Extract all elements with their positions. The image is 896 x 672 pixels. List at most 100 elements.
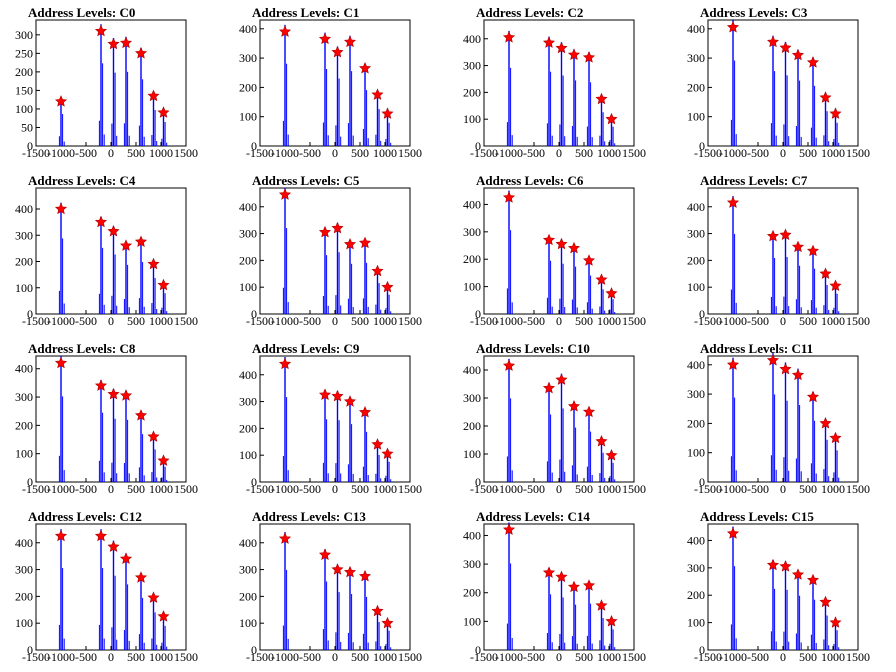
peak-marker	[555, 237, 568, 250]
histogram-panel-6: Address Levels: C6 0 100 200 300 400 -1500-100…	[463, 173, 646, 328]
peak-marker	[318, 32, 332, 45]
peak-marker	[555, 570, 568, 583]
y-tick-label: 0	[475, 307, 481, 321]
panel-title: Address Levels: C6	[476, 173, 584, 188]
x-tick-label: -1500	[246, 650, 274, 664]
y-tick-label: 0	[251, 307, 257, 321]
x-tick-label: -500	[747, 482, 769, 496]
y-tick-label: 400	[239, 368, 257, 382]
peak-marker	[542, 233, 556, 246]
peak-marker	[331, 221, 344, 234]
peak-marker	[358, 569, 372, 582]
x-tick-label: 1000	[149, 650, 173, 664]
y-tick-label: 0	[699, 475, 705, 489]
x-tick-label: -1000	[495, 146, 523, 160]
x-tick-label: -1500	[246, 314, 274, 328]
x-tick-label: 1000	[373, 314, 397, 328]
x-tick-label: 0	[556, 146, 562, 160]
x-tick-label: 0	[108, 146, 114, 160]
peak-marker	[595, 273, 608, 285]
peak-marker	[791, 240, 805, 253]
y-tick-label: 0	[27, 307, 33, 321]
x-tick-label: 1000	[597, 482, 621, 496]
histogram-panel-3: Address Levels: C3 0 100 200 300 400 -1500-100…	[687, 5, 870, 160]
x-tick-label: 0	[556, 482, 562, 496]
x-tick-label: 1000	[821, 146, 845, 160]
y-tick-label: 0	[475, 139, 481, 153]
x-tick-label: 500	[351, 650, 369, 664]
y-tick-label: 0	[27, 475, 33, 489]
y-tick-label: 100	[687, 446, 705, 460]
x-tick-label: 1500	[846, 650, 870, 664]
y-tick-label: 200	[463, 586, 481, 600]
peak-marker	[343, 395, 357, 407]
peak-marker	[157, 610, 170, 622]
x-tick-label: 1000	[821, 650, 845, 664]
peak-marker	[766, 558, 780, 571]
peak-marker	[358, 62, 372, 74]
y-tick-label: 300	[15, 563, 33, 577]
peak-marker	[343, 237, 357, 250]
peak-marker	[381, 107, 394, 119]
histogram-panel-15: Address Levels: C15 0 100 200 300 400 -1500-10…	[687, 509, 870, 664]
x-tick-label: 1000	[373, 482, 397, 496]
peak-marker	[829, 279, 842, 291]
y-tick-label: 250	[15, 46, 33, 60]
x-tick-label: -1000	[719, 146, 747, 160]
peak-marker	[119, 239, 133, 251]
peak-marker	[542, 566, 556, 578]
x-tick-label: -1500	[694, 314, 722, 328]
x-tick-label: 1500	[174, 314, 198, 328]
peak-marker	[567, 580, 581, 593]
peak-marker	[595, 435, 608, 447]
x-tick-label: 1500	[398, 482, 422, 496]
y-tick-label: 400	[463, 32, 481, 46]
peak-marker	[343, 35, 357, 48]
peak-marker	[567, 400, 581, 412]
peak-marker	[829, 616, 842, 628]
peak-marker	[107, 37, 120, 50]
y-tick-label: 400	[15, 536, 33, 550]
panel-title: Address Levels: C14	[476, 509, 590, 524]
y-tick-label: 0	[251, 643, 257, 657]
x-tick-label: 500	[575, 314, 593, 328]
peak-marker	[829, 107, 842, 119]
histogram-panel-9: Address Levels: C9 0 100 200 300 400 -1500-100…	[239, 341, 422, 496]
peak-marker	[134, 571, 148, 583]
x-tick-label: -1500	[694, 146, 722, 160]
x-tick-label: 500	[799, 146, 817, 160]
peak-marker	[134, 409, 148, 421]
x-tick-label: -500	[747, 146, 769, 160]
y-tick-label: 100	[463, 280, 481, 294]
x-tick-label: 0	[108, 482, 114, 496]
y-tick-label: 200	[463, 85, 481, 99]
x-tick-label: -500	[299, 650, 321, 664]
x-tick-label: -1000	[271, 314, 299, 328]
y-tick-label: 100	[463, 614, 481, 628]
x-tick-label: 1000	[373, 146, 397, 160]
y-tick-label: 100	[687, 110, 705, 124]
peak-marker	[371, 88, 384, 100]
y-tick-label: 50	[21, 120, 33, 134]
y-tick-label: 100	[463, 112, 481, 126]
x-tick-label: -500	[523, 146, 545, 160]
y-tick-label: 200	[687, 80, 705, 94]
histogram-panel-7: Address Levels: C7 0 100 200 300 400 -1500-100…	[687, 173, 870, 328]
peak-marker	[278, 532, 292, 544]
peak-marker	[94, 24, 108, 37]
x-tick-label: 0	[332, 146, 338, 160]
x-tick-label: -1500	[22, 482, 50, 496]
peak-marker	[358, 236, 372, 249]
peak-marker	[567, 48, 581, 60]
x-tick-label: 500	[127, 482, 145, 496]
peak-marker	[157, 454, 170, 466]
peak-marker	[147, 89, 160, 102]
histogram-panel-14: Address Levels: C14 0 100 200 300 400 -1500-10…	[463, 509, 646, 664]
peak-marker	[542, 381, 556, 394]
peak-marker	[371, 264, 384, 277]
x-tick-label: -1000	[271, 650, 299, 664]
x-tick-label: 1000	[821, 482, 845, 496]
x-tick-label: 1500	[398, 314, 422, 328]
peak-marker	[806, 56, 820, 68]
x-tick-label: 500	[799, 650, 817, 664]
